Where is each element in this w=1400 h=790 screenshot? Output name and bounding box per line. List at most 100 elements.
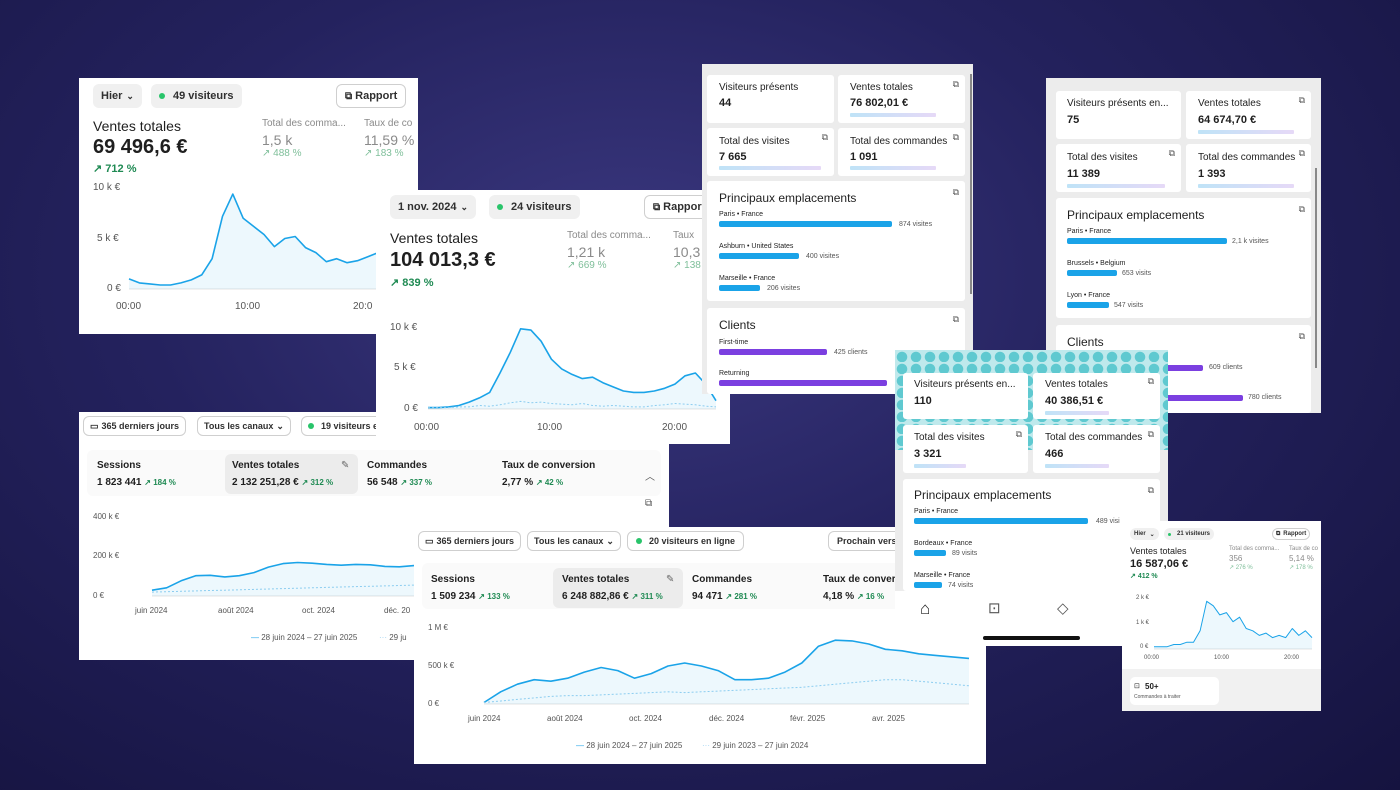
report-icon[interactable]: ⧉: [1298, 148, 1305, 158]
report-icon[interactable]: ⧉: [1147, 485, 1154, 495]
tab-change: ↗ 337 %: [400, 478, 432, 487]
tile-label: Ventes totales: [850, 82, 913, 93]
series-area: [428, 328, 716, 409]
legend-previous: ··· 29 ju: [379, 633, 407, 642]
report-icon[interactable]: ⧉: [1298, 331, 1305, 341]
conversion-metric-change: ↗ 138: [673, 260, 701, 271]
report-icon[interactable]: ⧉: [952, 79, 959, 89]
y-tick: 10 k €: [390, 322, 418, 333]
tile-total-visits[interactable]: Total des visites 11 389 ⧉: [1056, 144, 1181, 192]
x-tick: 20:00: [1284, 655, 1300, 661]
tile-label: Total des visites: [719, 136, 790, 147]
visitors-count: 21 visiteurs: [1177, 531, 1211, 537]
pencil-icon[interactable]: ✎: [666, 574, 675, 585]
orders-to-process-card[interactable]: [1130, 677, 1219, 705]
report-icon[interactable]: ⧉: [1168, 148, 1175, 158]
x-tick: févr. 2025: [790, 714, 826, 723]
period-selector[interactable]: 1 nov. 2024 ⌄: [390, 195, 477, 219]
tile-total-visits[interactable]: Total des visites 3 321 ⧉: [903, 425, 1028, 473]
orders-to-process-label: Commandes à traiter: [1134, 694, 1181, 700]
location-bar: [719, 221, 892, 227]
visitors-badge[interactable]: 24 visiteurs: [489, 195, 580, 219]
visitors-badge[interactable]: 21 visiteurs: [1164, 528, 1215, 540]
x-tick: 10:00: [235, 301, 261, 312]
scrollbar[interactable]: [970, 74, 972, 294]
report-icon[interactable]: ⧉: [821, 132, 828, 142]
tile-total-orders[interactable]: Total des commandes 1 091 ⧉: [838, 128, 965, 176]
x-tick: oct. 2024: [302, 606, 335, 615]
tag-icon[interactable]: ◇: [1057, 600, 1069, 617]
tab-change: ↗ 281 %: [725, 592, 757, 601]
location-bar: [914, 550, 946, 556]
conversion-metric-label: Taux de co: [1289, 546, 1319, 552]
location-value: 74 visits: [948, 582, 974, 589]
location-value: 874 visites: [899, 221, 933, 228]
tile-total-visits[interactable]: Total des visites 7 665 ⧉: [707, 128, 834, 176]
tile-total-sales[interactable]: Ventes totales 64 674,70 € ⧉: [1186, 91, 1311, 139]
inbox-icon[interactable]: ⊡: [988, 600, 1001, 617]
tile-live-visitors[interactable]: Visiteurs présents 44: [707, 75, 834, 123]
x-tick: 00:00: [1144, 655, 1160, 661]
home-icon[interactable]: ⌂: [920, 599, 931, 618]
y-tick: 1 M €: [428, 623, 449, 632]
channels-button[interactable]: Tous les canaux ⌄: [197, 416, 291, 436]
tile-total-orders[interactable]: Total des commandes 466 ⧉: [1033, 425, 1160, 473]
online-dot-icon: [1168, 532, 1171, 536]
date-range-label: 365 derniers jours: [101, 421, 180, 431]
tile-total-sales[interactable]: Ventes totales 76 802,01 € ⧉: [838, 75, 965, 123]
visitors-button[interactable]: 20 visiteurs en ligne: [627, 531, 745, 551]
period-selector[interactable]: Hier ⌄: [93, 84, 142, 108]
tile-live-visitors[interactable]: Visiteurs présents en... 110: [903, 373, 1028, 419]
report-icon[interactable]: ⧉: [952, 314, 959, 324]
report-icon[interactable]: ⧉: [645, 498, 653, 509]
visitors-count: 49 visiteurs: [173, 90, 234, 102]
legend-current: — 28 juin 2024 – 27 juin 2025: [251, 633, 358, 642]
tab-conversion[interactable]: Taux de convers 4,18 % ↗ 16 %: [823, 574, 901, 602]
report-icon[interactable]: ⧉: [1298, 95, 1305, 105]
tab-sessions[interactable]: Sessions 1 823 441 ↗ 184 %: [97, 460, 176, 488]
report-icon[interactable]: ⧉: [1147, 376, 1154, 386]
report-icon[interactable]: ⧉: [1298, 204, 1305, 214]
location-name: Brussels • Belgium: [1067, 260, 1126, 267]
tile-label: Total des commandes: [1198, 152, 1296, 163]
orders-metric-label: Total des comma...: [262, 118, 346, 129]
channels-button[interactable]: Tous les canaux ⌄: [527, 531, 621, 551]
visitors-count: 24 visiteurs: [511, 201, 572, 213]
series-area: [1154, 601, 1312, 649]
visitors-button[interactable]: 19 visiteurs e: [301, 416, 386, 436]
legend-current: — 28 juin 2024 – 27 juin 2025: [576, 741, 683, 750]
report-icon[interactable]: ⧉: [1147, 429, 1154, 439]
tile-total-sales[interactable]: Ventes totales 40 386,51 € ⧉: [1033, 373, 1160, 419]
tab-label: Commandes: [692, 574, 753, 585]
sparkline: [914, 464, 966, 468]
x-tick: 10:00: [537, 422, 563, 433]
y-tick: 0 €: [93, 591, 105, 600]
tab-orders[interactable]: Commandes 94 471 ↗ 281 %: [692, 574, 757, 602]
date-range-button[interactable]: ▭ 365 derniers jours: [83, 416, 187, 436]
report-button[interactable]: ⧉ Rapport: [336, 84, 407, 108]
tab-orders[interactable]: Commandes 56 548 ↗ 337 %: [367, 460, 432, 488]
scrollbar[interactable]: [1315, 168, 1317, 368]
report-button[interactable]: ⧉ Rapport: [1272, 528, 1311, 540]
pencil-icon[interactable]: ✎: [341, 460, 350, 471]
panel-title: Clients: [1067, 335, 1104, 349]
visitors-badge[interactable]: 49 visiteurs: [151, 84, 242, 108]
location-value: 2,1 k visites: [1232, 238, 1269, 245]
tab-total-sales[interactable]: [553, 568, 683, 608]
sales-line-chart: [1154, 600, 1313, 650]
y-tick: 0 €: [428, 699, 440, 708]
report-icon[interactable]: ⧉: [952, 132, 959, 142]
tile-total-orders[interactable]: Total des commandes 1 393 ⧉: [1186, 144, 1311, 192]
orders-metric-label: Total des comma...: [1229, 546, 1280, 552]
chevron-up-icon[interactable]: ︿: [645, 472, 655, 483]
tab-total-sales-content: Ventes totales 6 248 882,86 € ↗ 311 %: [562, 574, 663, 602]
report-icon[interactable]: ⧉: [1015, 429, 1022, 439]
period-selector[interactable]: Hier ⌄: [1130, 528, 1159, 540]
tab-conversion[interactable]: Taux de conversion 2,77 % ↗ 42 %: [502, 460, 595, 488]
tile-live-visitors[interactable]: Visiteurs présents en... 75: [1056, 91, 1181, 139]
tab-sessions[interactable]: Sessions 1 509 234 ↗ 133 %: [431, 574, 510, 602]
series-line-current: [151, 561, 415, 591]
tab-total-sales[interactable]: [225, 454, 358, 494]
date-range-button[interactable]: ▭ 365 derniers jours: [418, 531, 522, 551]
report-icon[interactable]: ⧉: [952, 187, 959, 197]
